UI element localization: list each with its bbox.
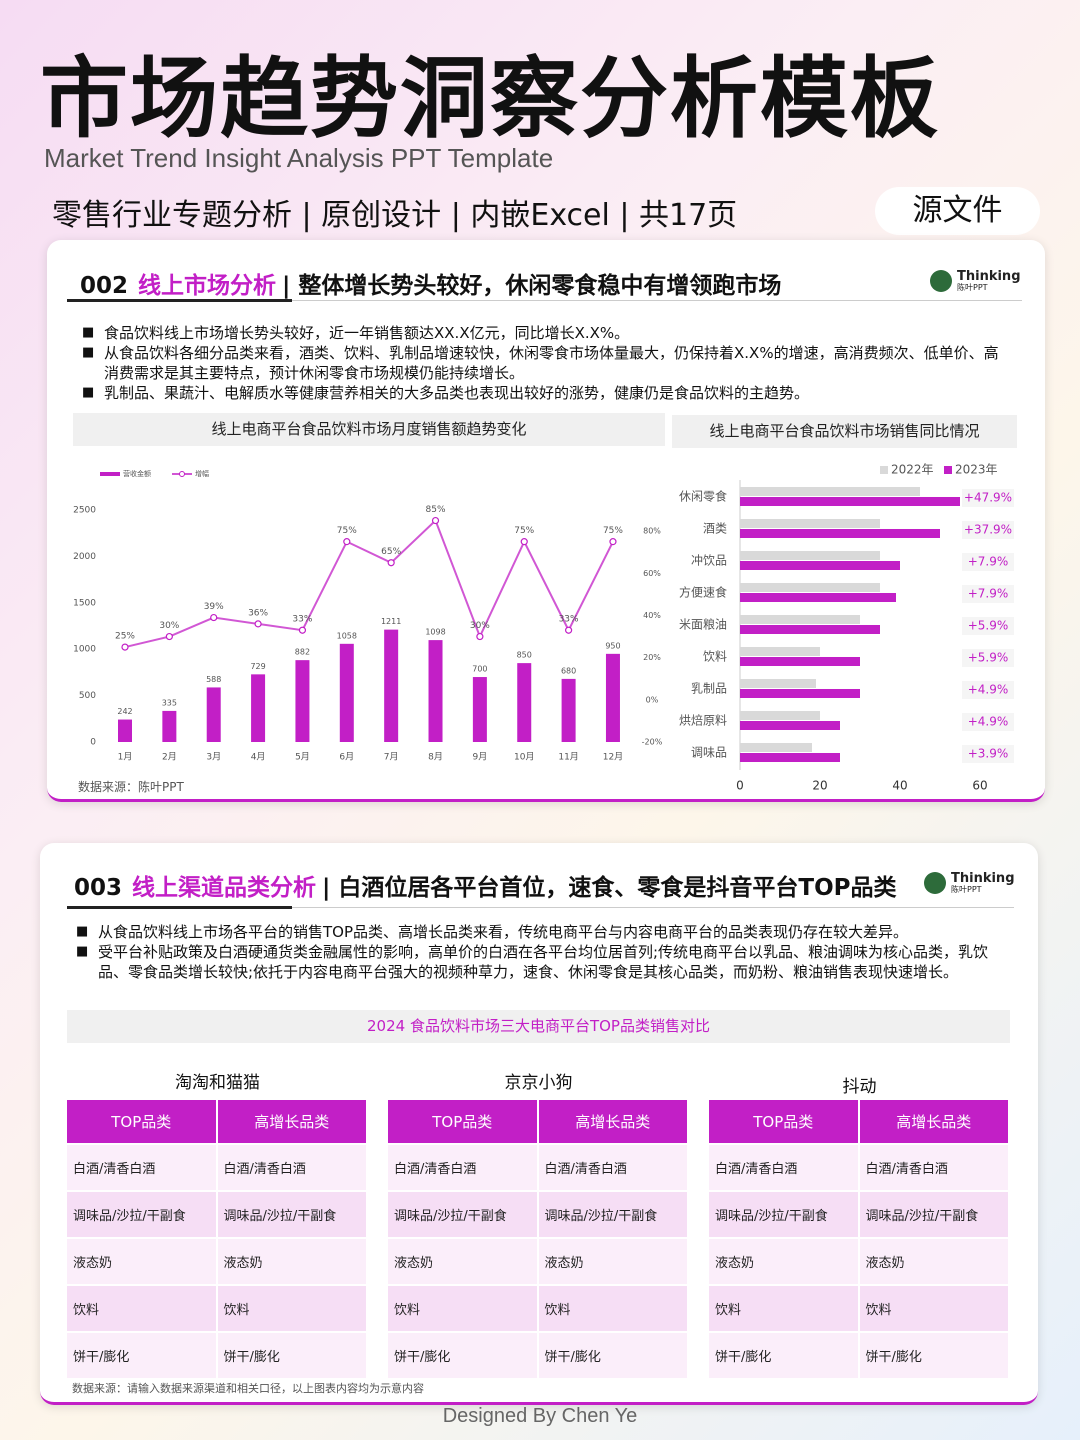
table-title: 2024 食品饮料市场三大电商平台TOP品类销售对比 xyxy=(67,1010,1010,1043)
table-cell: 液态奶 xyxy=(217,1239,366,1284)
heading-rule xyxy=(67,906,292,909)
header-row: TOP品类 高增长品类 xyxy=(67,1100,366,1143)
slide-number: 002 xyxy=(80,273,129,299)
page-title: 市场趋势洞察分析模板 xyxy=(40,47,941,150)
table-row: 饼干/膨化 饼干/膨化 xyxy=(709,1333,1008,1378)
column-header: TOP品类 xyxy=(388,1100,537,1143)
comparison-table: TOP品类 高增长品类 白酒/清香白酒 白酒/清香白酒 调味品/沙拉/干副食 调味品/沙拉… xyxy=(707,1098,1010,1380)
column-header: 高增长品类 xyxy=(217,1100,366,1143)
table-cell: 调味品/沙拉/干副食 xyxy=(859,1192,1008,1237)
column-header: TOP品类 xyxy=(709,1100,858,1143)
table-row: 白酒/清香白酒 白酒/清香白酒 xyxy=(709,1145,1008,1190)
table-cell: 白酒/清香白酒 xyxy=(388,1145,537,1190)
tagline: 零售行业专题分析 | 原创设计 | 内嵌Excel | 共17页 xyxy=(52,198,738,233)
table-cell: 饮料 xyxy=(67,1286,216,1331)
headline: | 整体增长势头较好，休闲零食稳中有增领跑市场 xyxy=(282,273,782,299)
table-cell: 调味品/沙拉/干副食 xyxy=(538,1192,687,1237)
table-cell: 调味品/沙拉/干副食 xyxy=(709,1192,858,1237)
logo-name: Thinking xyxy=(957,269,1021,284)
slide-heading: 002 线上市场分析 | 整体增长势头较好，休闲零食稳中有增领跑市场 xyxy=(80,266,781,300)
slide-number: 003 xyxy=(74,875,123,901)
table-cell: 白酒/清香白酒 xyxy=(217,1145,366,1190)
table-row: 调味品/沙拉/干副食 调味品/沙拉/干副食 xyxy=(709,1192,1008,1237)
table-cell: 饼干/膨化 xyxy=(538,1333,687,1378)
table-cell: 调味品/沙拉/干副食 xyxy=(217,1192,366,1237)
table-row: 饮料 饮料 xyxy=(709,1286,1008,1331)
table-cell: 液态奶 xyxy=(709,1239,858,1284)
table-cell: 调味品/沙拉/干副食 xyxy=(67,1192,216,1237)
data-source: 数据来源：请输入数据来源渠道和相关口径，以上图表内容均为示意内容 xyxy=(72,1382,424,1395)
logo: Thinking 陈叶PPT xyxy=(951,871,1015,895)
heading-rule xyxy=(292,300,1022,301)
table-name: 京京小狗 xyxy=(504,1073,573,1093)
header-row: TOP品类 高增长品类 xyxy=(388,1100,687,1143)
table-row: 调味品/沙拉/干副食 调味品/沙拉/干副食 xyxy=(388,1192,687,1237)
column-header: TOP品类 xyxy=(67,1100,216,1143)
table-row: 饼干/膨化 饼干/膨化 xyxy=(388,1333,687,1378)
bullet-list: 从食品饮料线上市场各平台的销售TOP品类、高增长品类来看，传统电商平台与内容电商… xyxy=(76,922,1006,982)
table-cell: 饮料 xyxy=(538,1286,687,1331)
column-header: 高增长品类 xyxy=(538,1100,687,1143)
bullet: 从食品饮料各细分品类来看，酒类、饮料、乳制品增速较快，休闲零食市场体量最大，仍保… xyxy=(82,343,1012,383)
table-cell: 液态奶 xyxy=(859,1239,1008,1284)
table-row: 液态奶 液态奶 xyxy=(709,1239,1008,1284)
table-name: 淘淘和猫猫 xyxy=(175,1073,260,1093)
comparison-table: TOP品类 高增长品类 白酒/清香白酒 白酒/清香白酒 调味品/沙拉/干副食 调味品/沙拉… xyxy=(386,1098,689,1380)
subtitle: Market Trend Insight Analysis PPT Templa… xyxy=(44,143,554,173)
table-cell: 饮料 xyxy=(709,1286,858,1331)
table-cell: 饮料 xyxy=(388,1286,537,1331)
heading-rule xyxy=(67,299,292,302)
logo: Thinking 陈叶PPT xyxy=(957,269,1021,293)
section-title: 线上渠道品类分析 xyxy=(132,875,317,901)
table-cell: 饼干/膨化 xyxy=(217,1333,366,1378)
table-cell: 白酒/清香白酒 xyxy=(538,1145,687,1190)
header-row: TOP品类 高增长品类 xyxy=(709,1100,1008,1143)
footer: Designed By Chen Ye xyxy=(442,1405,638,1427)
table-cell: 饼干/膨化 xyxy=(67,1333,216,1378)
bullet-list: 食品饮料线上市场增长势头较好，近一年销售额达XX.X亿元，同比增长X.X%。从食… xyxy=(82,323,1012,403)
table-row: 液态奶 液态奶 xyxy=(388,1239,687,1284)
logo-sub: 陈叶PPT xyxy=(951,885,982,894)
table-cell: 饼干/膨化 xyxy=(388,1333,537,1378)
table-row: 白酒/清香白酒 白酒/清香白酒 xyxy=(388,1145,687,1190)
table-cell: 饮料 xyxy=(217,1286,366,1331)
table-row: 饮料 饮料 xyxy=(388,1286,687,1331)
bullet: 从食品饮料线上市场各平台的销售TOP品类、高增长品类来看，传统电商平台与内容电商… xyxy=(76,922,1006,942)
headline: | 白酒位居各平台首位，速食、零食是抖音平台TOP品类 xyxy=(322,875,897,901)
table-cell: 白酒/清香白酒 xyxy=(709,1145,858,1190)
bullet: 受平台补贴政策及白酒硬通货类金融属性的影响，高单价的白酒在各平台均位居首列;传统… xyxy=(76,942,1006,982)
section-title: 线上市场分析 xyxy=(138,273,277,299)
table-row: 饮料 饮料 xyxy=(67,1286,366,1331)
bullet: 乳制品、果蔬汁、电解质水等健康营养相关的大多品类也表现出较好的涨势，健康仍是食品… xyxy=(82,383,1012,403)
table-cell: 饼干/膨化 xyxy=(859,1333,1008,1378)
table-cell: 液态奶 xyxy=(388,1239,537,1284)
table-cell: 饼干/膨化 xyxy=(709,1333,858,1378)
logo-icon xyxy=(930,270,952,292)
logo-name: Thinking xyxy=(951,871,1015,886)
table-cell: 白酒/清香白酒 xyxy=(67,1145,216,1190)
logo-icon xyxy=(924,872,946,894)
table-cell: 调味品/沙拉/干副食 xyxy=(388,1192,537,1237)
source-file-button[interactable]: 源文件 xyxy=(875,187,1040,235)
chart-title: 线上电商平台食品饮料市场销售同比情况 xyxy=(672,415,1017,448)
comparison-table: TOP品类 高增长品类 白酒/清香白酒 白酒/清香白酒 调味品/沙拉/干副食 调味品/沙拉… xyxy=(65,1098,368,1380)
column-header: 高增长品类 xyxy=(859,1100,1008,1143)
slide-heading: 003 线上渠道品类分析 | 白酒位居各平台首位，速食、零食是抖音平台TOP品类 xyxy=(74,868,897,902)
table-cell: 液态奶 xyxy=(67,1239,216,1284)
table-row: 调味品/沙拉/干副食 调味品/沙拉/干副食 xyxy=(67,1192,366,1237)
table-row: 白酒/清香白酒 白酒/清香白酒 xyxy=(67,1145,366,1190)
heading-rule xyxy=(292,907,1014,908)
logo-sub: 陈叶PPT xyxy=(957,283,988,292)
table-row: 饼干/膨化 饼干/膨化 xyxy=(67,1333,366,1378)
bullet: 食品饮料线上市场增长势头较好，近一年销售额达XX.X亿元，同比增长X.X%。 xyxy=(82,323,1012,343)
table-cell: 液态奶 xyxy=(538,1239,687,1284)
data-source: 数据来源：陈叶PPT xyxy=(78,780,184,794)
chart-title: 线上电商平台食品饮料市场月度销售额趋势变化 xyxy=(73,413,665,446)
table-name: 抖动 xyxy=(842,1077,877,1097)
table-cell: 饮料 xyxy=(859,1286,1008,1331)
table-cell: 白酒/清香白酒 xyxy=(859,1145,1008,1190)
table-row: 液态奶 液态奶 xyxy=(67,1239,366,1284)
